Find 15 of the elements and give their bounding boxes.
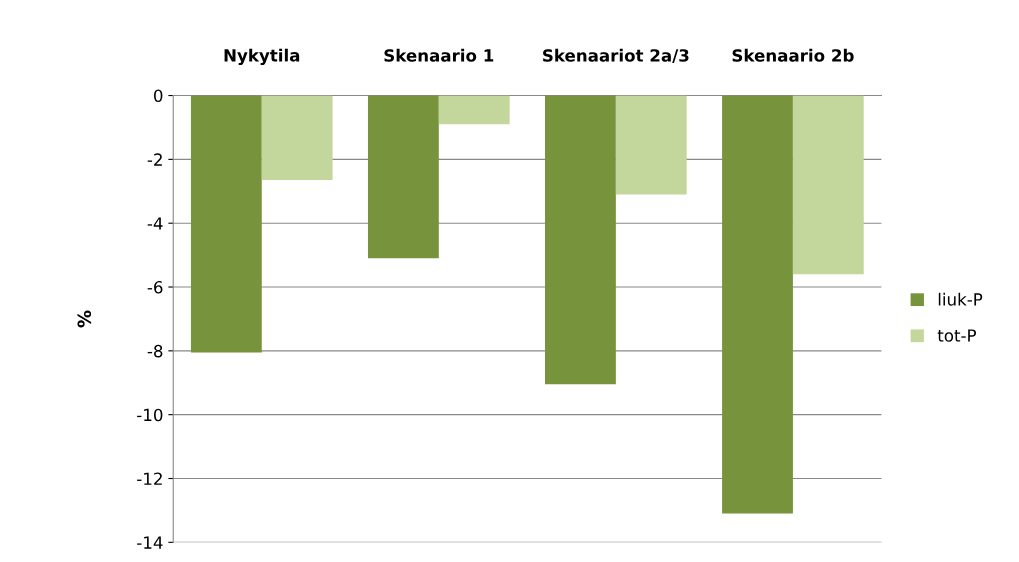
legend-label: tot-P xyxy=(937,329,977,342)
y-tick-label: -2 xyxy=(147,153,162,166)
x-tick-label: Skenaariot 2a/3 xyxy=(543,48,689,64)
y-axis-title: % xyxy=(77,310,92,328)
y-tick-label: -8 xyxy=(147,344,163,358)
y-tick-label: -6 xyxy=(147,280,163,294)
y-tick-label: -4 xyxy=(147,217,163,230)
y-tick-label: 0 xyxy=(154,89,163,103)
x-tick-label: Nykytila xyxy=(224,48,300,65)
y-tick-label: -14 xyxy=(137,536,163,549)
legend-label: liuk-P xyxy=(938,292,983,306)
y-tick-label: -12 xyxy=(137,472,162,485)
y-tick-label: -10 xyxy=(137,408,163,422)
x-tick-label: Skenaario 2b xyxy=(732,48,854,62)
x-tick-label: Skenaario 1 xyxy=(384,48,494,62)
